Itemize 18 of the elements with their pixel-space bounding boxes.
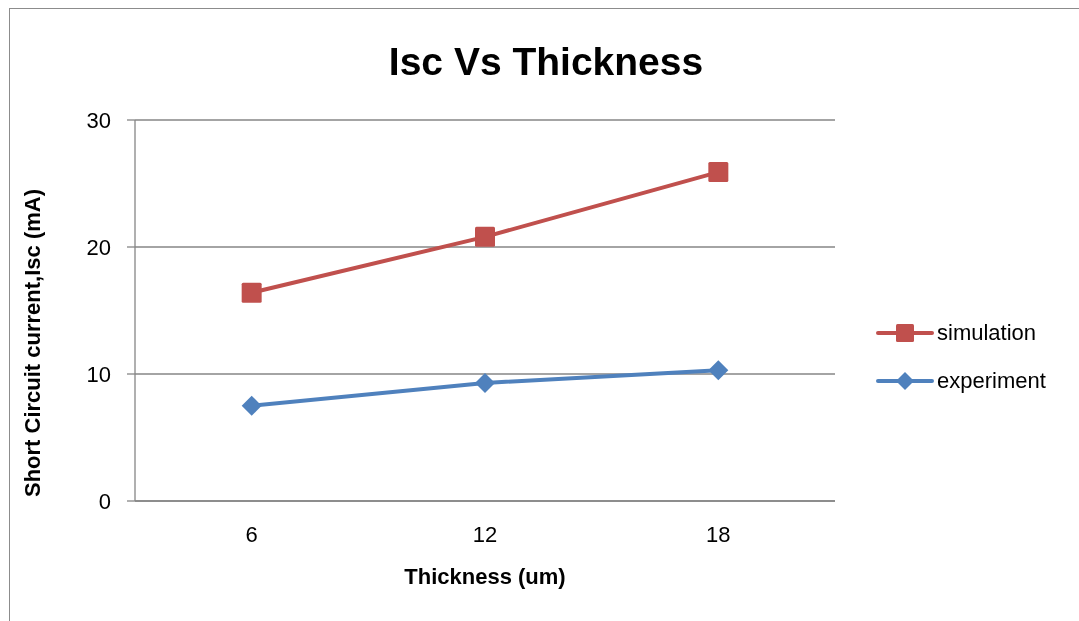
chart-title: Isc Vs Thickness <box>388 40 704 84</box>
point <box>708 360 729 381</box>
point <box>475 226 495 247</box>
legend-label: simulation <box>937 320 1037 346</box>
x-tick-label: 6 <box>245 521 258 547</box>
point <box>241 395 262 416</box>
y-tick-label: 20 <box>86 234 111 260</box>
y-tick-label: 10 <box>86 361 111 387</box>
x-tick-label: 12 <box>472 521 498 547</box>
x-axis-title: Thickness (um) <box>404 564 566 590</box>
point <box>241 282 262 303</box>
y-tick-label: 30 <box>86 107 111 133</box>
y-axis-title: Short Circuit current,Isc (mA) <box>20 188 46 498</box>
legend-label: experiment <box>937 368 1046 394</box>
point <box>475 372 495 393</box>
y-tick-label: 0 <box>98 488 111 514</box>
x-tick-label: 18 <box>706 521 731 547</box>
point <box>708 162 729 183</box>
